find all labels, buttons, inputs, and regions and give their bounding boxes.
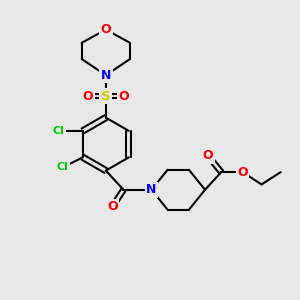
Text: O: O xyxy=(203,149,213,162)
Text: N: N xyxy=(146,183,157,196)
Text: N: N xyxy=(100,69,111,82)
Text: O: O xyxy=(237,166,248,178)
Text: Cl: Cl xyxy=(52,126,64,136)
Text: S: S xyxy=(101,90,111,103)
Text: O: O xyxy=(100,23,111,36)
Text: O: O xyxy=(118,90,129,103)
Text: Cl: Cl xyxy=(56,162,68,172)
Text: O: O xyxy=(83,90,94,103)
Text: O: O xyxy=(107,200,118,213)
